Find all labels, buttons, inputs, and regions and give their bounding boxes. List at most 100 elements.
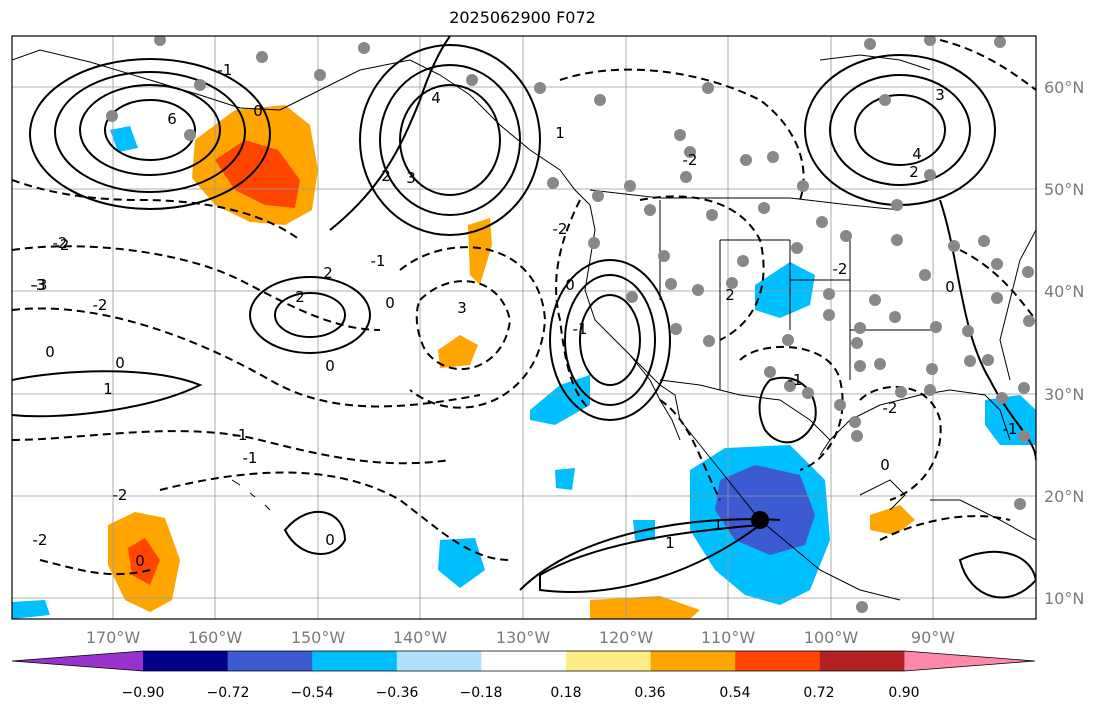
lat-tick-label: 20°N (1044, 487, 1084, 506)
lat-tick-label: 60°N (1044, 78, 1084, 97)
negative-anomaly-plains (755, 262, 815, 318)
lon-tick-label: 170°W (86, 628, 141, 647)
contour-aleutian-high-4 (29, 58, 271, 210)
contour-value-label: -2 (53, 234, 68, 252)
contour-value-label: 1 (665, 534, 675, 552)
contour-gulf-ak-high-2 (379, 64, 521, 216)
contour-value-label: -3 (33, 276, 48, 294)
contour-value-label: 0 (325, 531, 335, 549)
negative-anomaly-aleutian (110, 126, 138, 152)
colorbar-segment (819, 651, 905, 671)
contour-value-label: -2 (833, 260, 848, 278)
contour-aleutian-high-2 (79, 84, 221, 176)
alaska-coast (12, 49, 591, 206)
contour-california-high-3 (549, 259, 671, 421)
contour-neg-mexico-2 (739, 345, 844, 471)
contour-value-label: 2 (295, 288, 305, 306)
colorbar-segment (481, 651, 567, 671)
contour-pacific-high-2 (249, 276, 371, 354)
lon-tick-label: 140°W (393, 628, 448, 647)
colorbar-label: 0.36 (634, 685, 665, 701)
figure-title: 2025062900 F072 (449, 8, 596, 27)
contour-value-label: -2 (33, 531, 48, 549)
contour-value-label: 0 (45, 343, 55, 361)
contour-gulf-ak-high-3 (359, 44, 541, 236)
contour-pacific-high-1 (274, 292, 346, 338)
colorbar-label: −0.72 (207, 685, 250, 701)
contour-neg-ne (939, 39, 1036, 91)
contour-value-label: -2 (883, 399, 898, 417)
contour-value-label: 0 (565, 276, 575, 294)
colorbar-label: −0.18 (460, 685, 503, 701)
negative-anomaly-pacific-2 (555, 468, 575, 490)
colorbar-segment (143, 651, 229, 671)
contour-value-label: 2 (381, 167, 391, 185)
contour-value-label: 0 (325, 357, 335, 375)
contour-value-label: 0 (115, 354, 125, 372)
colorbar-label: 0.72 (803, 685, 834, 701)
longitude-tick-labels: 170°W 160°W 150°W 140°W 130°W 120°W 110°… (86, 628, 955, 647)
contour-value-label: 1 (713, 516, 723, 534)
contour-value-label: -1 (233, 426, 248, 444)
contour-neg-plains (639, 195, 765, 341)
contour-value-label: 4 (912, 145, 922, 163)
colorbar-label: −0.54 (291, 685, 334, 701)
contour-neg-east (959, 249, 1036, 321)
contour-value-label: 0 (385, 294, 395, 312)
contour-aleutian-high-3 (54, 71, 246, 193)
colorbar-label: −0.36 (376, 685, 419, 701)
lat-tick-label: 30°N (1044, 385, 1084, 404)
map-frame (11, 35, 1037, 620)
positive-anomaly-small-2 (438, 335, 478, 368)
lon-tick-label: 150°W (291, 628, 346, 647)
contour-value-label: 3 (935, 86, 945, 104)
contour-california-high-2 (564, 274, 656, 406)
contour-value-label: 0 (880, 456, 890, 474)
lon-tick-label: 90°W (911, 628, 955, 647)
strong-negative-anomaly-mexico (715, 465, 815, 555)
contour-neg-gulf (859, 386, 942, 501)
lon-tick-label: 130°W (496, 628, 551, 647)
colorbar-extend-min (12, 651, 143, 671)
contour-value-label: -2 (113, 486, 128, 504)
contour-value-label: -2 (683, 151, 698, 169)
colorbar-label: 0.90 (888, 685, 919, 701)
contour-value-label: 0 (253, 102, 263, 120)
lat-tick-label: 40°N (1044, 282, 1084, 301)
caribbean-coast (930, 499, 1036, 541)
contour-value-label: 3 (457, 299, 467, 317)
contour-neg-3 (12, 430, 451, 465)
negative-anomaly-baja (530, 375, 590, 425)
contour-value-label: 6 (167, 110, 177, 128)
colorbar-segment (396, 651, 482, 671)
contour-value-label: -1 (573, 320, 588, 338)
contour-value-label: 1 (103, 380, 113, 398)
contour-aleutian-high-1 (104, 99, 196, 161)
contour-value-label: -2 (553, 220, 568, 238)
contour-value-label: -1 (788, 371, 803, 389)
contour-california-high-1 (579, 294, 641, 386)
colorbar-labels: −0.90 −0.72 −0.54 −0.36 −0.18 0.18 0.36 … (122, 685, 920, 701)
lat-tick-label: 10°N (1044, 589, 1084, 608)
state-borders (659, 200, 940, 390)
contour-hudson-high-1 (854, 94, 946, 166)
colorbar-label: 0.54 (719, 685, 750, 701)
contour-neg-mexico-1 (659, 399, 721, 501)
colorbar-outline (11, 650, 1036, 672)
colorbar-extend-max (904, 651, 1035, 671)
gray-markers (106, 36, 1035, 613)
contour-ridge-1 (329, 36, 451, 231)
contour-neg-central (415, 280, 512, 371)
contour-value-label: -1 (218, 61, 233, 79)
colorbar-segment (312, 651, 398, 671)
positive-anomaly-small-1 (468, 218, 492, 285)
contour-value-label: -3 (31, 276, 46, 294)
colorbar (11, 650, 1036, 672)
lon-tick-label: 120°W (599, 628, 654, 647)
contour-value-label: -2 (93, 296, 108, 314)
contour-value-label: 2 (725, 286, 735, 304)
contour-value-label: 2 (323, 264, 333, 282)
contour-neg-aleut (12, 179, 301, 241)
